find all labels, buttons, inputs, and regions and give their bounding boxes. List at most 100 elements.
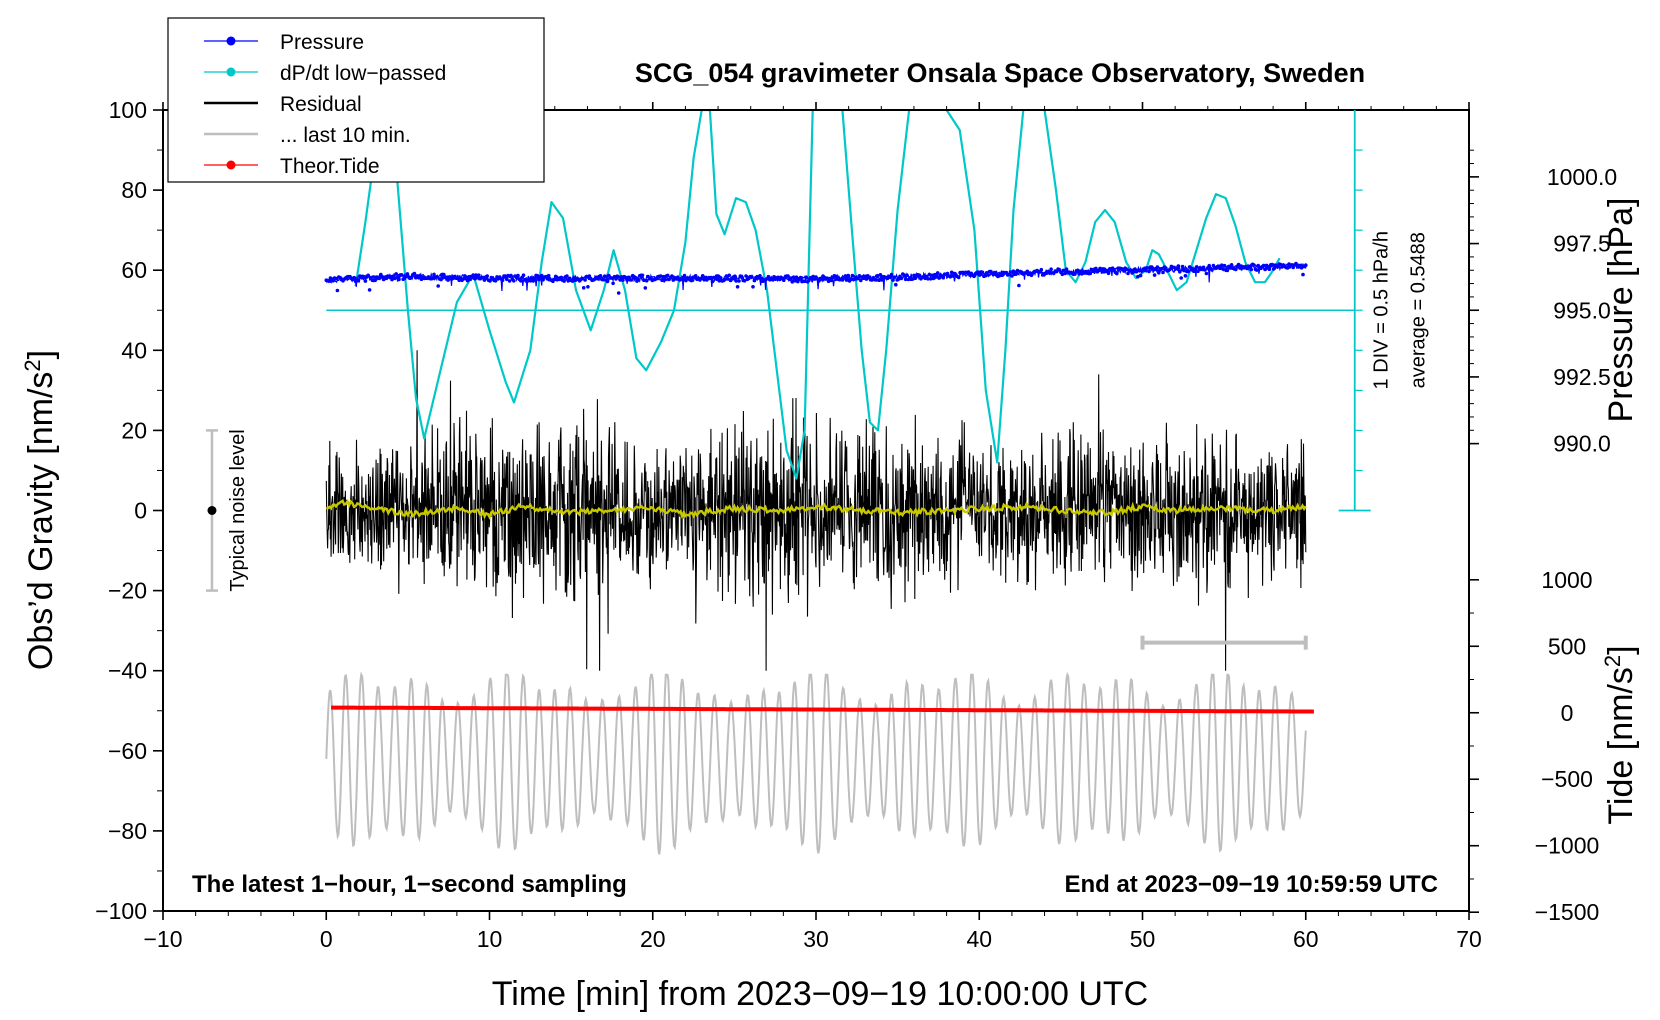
pressure-point (601, 277, 606, 282)
y-axis-title-pressure: Pressure [hPa] (1602, 198, 1640, 423)
pressure-point (717, 279, 722, 283)
noise-bar-dot (207, 506, 217, 515)
pressure-point (1124, 267, 1129, 272)
pressure-point (1255, 268, 1259, 272)
pressure-point (500, 278, 505, 283)
pressure-point (1234, 267, 1238, 272)
pressure-point (619, 275, 624, 279)
pressure-point (546, 273, 551, 278)
pressure-point (614, 277, 618, 281)
pressure-point (1008, 270, 1013, 274)
pressure-point (758, 274, 762, 278)
pressure-point (493, 279, 498, 283)
average-label: average = 0.5488 (1408, 232, 1430, 388)
pressure-point (477, 273, 481, 278)
pressure-point (509, 273, 513, 278)
pressure-point (541, 278, 545, 282)
x-tick-label: 60 (1293, 926, 1319, 952)
pressure-point (1263, 267, 1267, 272)
pressure-point (394, 272, 399, 276)
y-tick-label: −100 (95, 898, 147, 924)
pressure-point (1182, 268, 1186, 273)
pressure-point (804, 275, 808, 280)
pressure-point (857, 274, 862, 278)
pressure-point (845, 278, 849, 282)
axes-layer: −10 0 10 20 30 40 50 60 70100806040200−20−40−60−… (95, 97, 1617, 952)
pressure-point (629, 278, 634, 282)
pressure-point (825, 276, 829, 281)
pressure-point (643, 286, 648, 290)
pressure-point (977, 273, 982, 277)
pressure-point (891, 278, 895, 282)
pressure-point (636, 278, 641, 282)
pressure-point (710, 279, 715, 284)
pressure-point (880, 278, 884, 282)
y-tick-label: 80 (121, 177, 147, 203)
pressure-point (1248, 265, 1252, 269)
pressure-point (846, 273, 850, 278)
pressure-point (896, 277, 901, 281)
pressure-point (400, 273, 404, 277)
pressure-point (379, 272, 383, 277)
pressure-point (503, 274, 508, 278)
pressure-point (1000, 273, 1004, 278)
pressure-point (894, 282, 898, 287)
pressure-point (1075, 268, 1080, 273)
y-tick-label: 0 (134, 498, 147, 524)
pressure-point (737, 279, 741, 283)
pressure-point (670, 274, 674, 278)
pressure-point (616, 291, 621, 295)
pressure-point (1186, 269, 1190, 274)
pressure-point (356, 278, 361, 283)
y-tick-label: 100 (109, 97, 147, 123)
pressure-point (899, 276, 904, 281)
pressure-point (864, 277, 869, 281)
pressure-point (362, 275, 366, 279)
pressure-point (369, 275, 373, 280)
pressure-point (393, 276, 397, 281)
pressure-point (976, 270, 981, 275)
pressure-point (1270, 262, 1274, 267)
pressure-point (917, 273, 922, 278)
pressure-point (1047, 271, 1052, 275)
tide-tick-label: −500 (1541, 766, 1593, 792)
pressure-point (507, 279, 512, 283)
legend-marker (226, 67, 236, 77)
pressure-tick-label: 992.5 (1553, 364, 1611, 390)
pressure-tick-label: 990.0 (1553, 431, 1611, 457)
x-tick-label: 40 (966, 926, 992, 952)
pressure-point (833, 274, 838, 279)
pressure-tick-label: 1000.0 (1547, 164, 1617, 190)
pressure-point (980, 270, 985, 275)
legend-label: Residual (280, 93, 362, 116)
pressure-point (367, 288, 372, 292)
pressure-point (734, 279, 738, 283)
pressure-point (875, 273, 880, 278)
pressure-point (1131, 270, 1136, 274)
pressure-point (733, 274, 737, 279)
y-tick-label: −40 (108, 658, 147, 684)
pressure-point (390, 277, 394, 282)
pressure-point (1115, 271, 1119, 276)
legend-label: Theor.Tide (280, 155, 380, 178)
pressure-point (334, 276, 338, 281)
pressure-point (1147, 269, 1151, 274)
pressure-point (735, 285, 740, 289)
pressure-point (373, 278, 378, 283)
y-tick-label: −60 (108, 738, 147, 764)
pressure-point (1168, 267, 1172, 272)
pressure-point (966, 270, 971, 274)
pressure-point (397, 277, 401, 282)
y-axis-title-left: Obs’d Gravity [nm/s2] (20, 350, 61, 670)
pressure-point (1126, 271, 1130, 276)
pressure-point (794, 275, 799, 280)
x-axis-title: Time [min] from 2023−09−19 10:00:00 UTC (492, 975, 1148, 1013)
pressure-point (693, 274, 698, 278)
y-tick-label: −20 (108, 578, 147, 604)
pressure-point (602, 274, 607, 279)
pressure-point (565, 274, 569, 278)
pressure-point (744, 274, 748, 278)
pressure-point (432, 272, 436, 277)
pressure-point (1194, 265, 1199, 269)
